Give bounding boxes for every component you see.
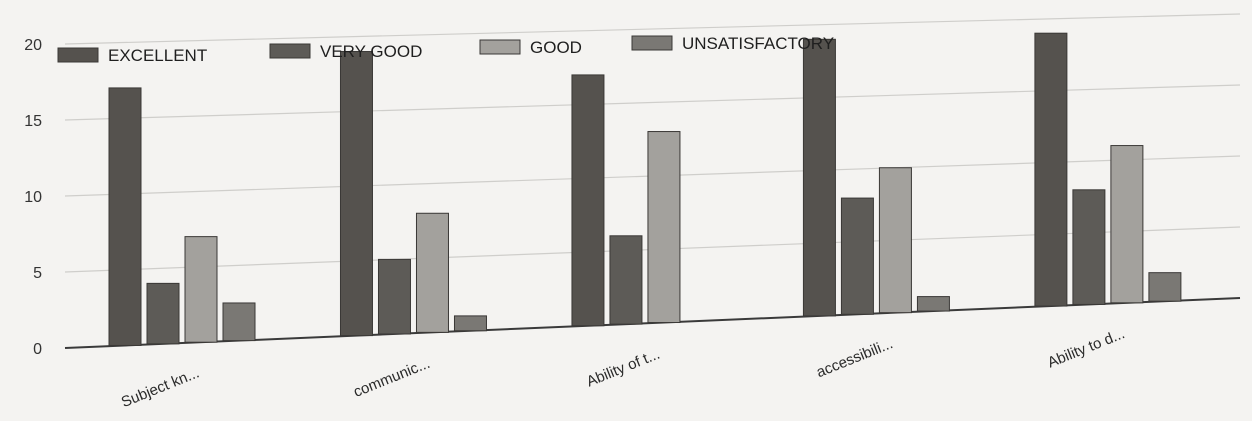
- category-label: Ability to d...: [1045, 325, 1127, 371]
- y-tick-label: 0: [33, 341, 42, 358]
- bar-very-good: [840, 197, 874, 315]
- gridline: [64, 13, 1241, 45]
- bar-excellent: [108, 87, 142, 346]
- bar-unsatisfactory: [1148, 272, 1182, 302]
- legend-label: UNSATISFACTORY: [682, 34, 834, 53]
- legend-swatch: [57, 47, 99, 63]
- bar-excellent: [802, 38, 836, 317]
- bar-unsatisfactory: [453, 315, 487, 332]
- legend-label: GOOD: [530, 38, 582, 57]
- bar-very-good: [377, 258, 411, 335]
- bar-excellent: [1034, 32, 1068, 307]
- bar-good: [878, 167, 912, 314]
- legend: EXCELLENT VERY GOOD GOOD UNSATISFACTORY: [57, 34, 834, 65]
- category-label: Ability of t...: [584, 346, 662, 391]
- bar-excellent: [339, 51, 373, 337]
- bar-excellent: [571, 74, 605, 327]
- legend-label: VERY GOOD: [320, 42, 422, 61]
- y-tick-label: 20: [24, 37, 42, 54]
- legend-swatch: [479, 39, 521, 55]
- bar-good: [184, 236, 218, 343]
- bar-very-good: [146, 282, 180, 345]
- bar-very-good: [609, 235, 643, 325]
- y-tick-label: 5: [33, 265, 42, 282]
- category-labels: Subject kn... communic... Ability of t... a…: [119, 325, 1127, 411]
- legend-swatch: [269, 43, 311, 59]
- bar-good: [647, 131, 681, 324]
- bars: [108, 32, 1182, 346]
- legend-label: EXCELLENT: [108, 46, 207, 65]
- legend-swatch: [631, 35, 673, 51]
- bar-unsatisfactory: [222, 302, 256, 342]
- y-tick-label: 10: [24, 189, 42, 206]
- bar-very-good: [1072, 189, 1106, 305]
- bar-good: [415, 212, 449, 333]
- category-label: communic...: [351, 355, 432, 401]
- y-tick-label: 15: [24, 113, 42, 130]
- bar-good: [1110, 145, 1144, 304]
- category-label: Subject kn...: [119, 364, 202, 411]
- category-label: accessibili...: [814, 335, 895, 381]
- bar-unsatisfactory: [916, 296, 950, 312]
